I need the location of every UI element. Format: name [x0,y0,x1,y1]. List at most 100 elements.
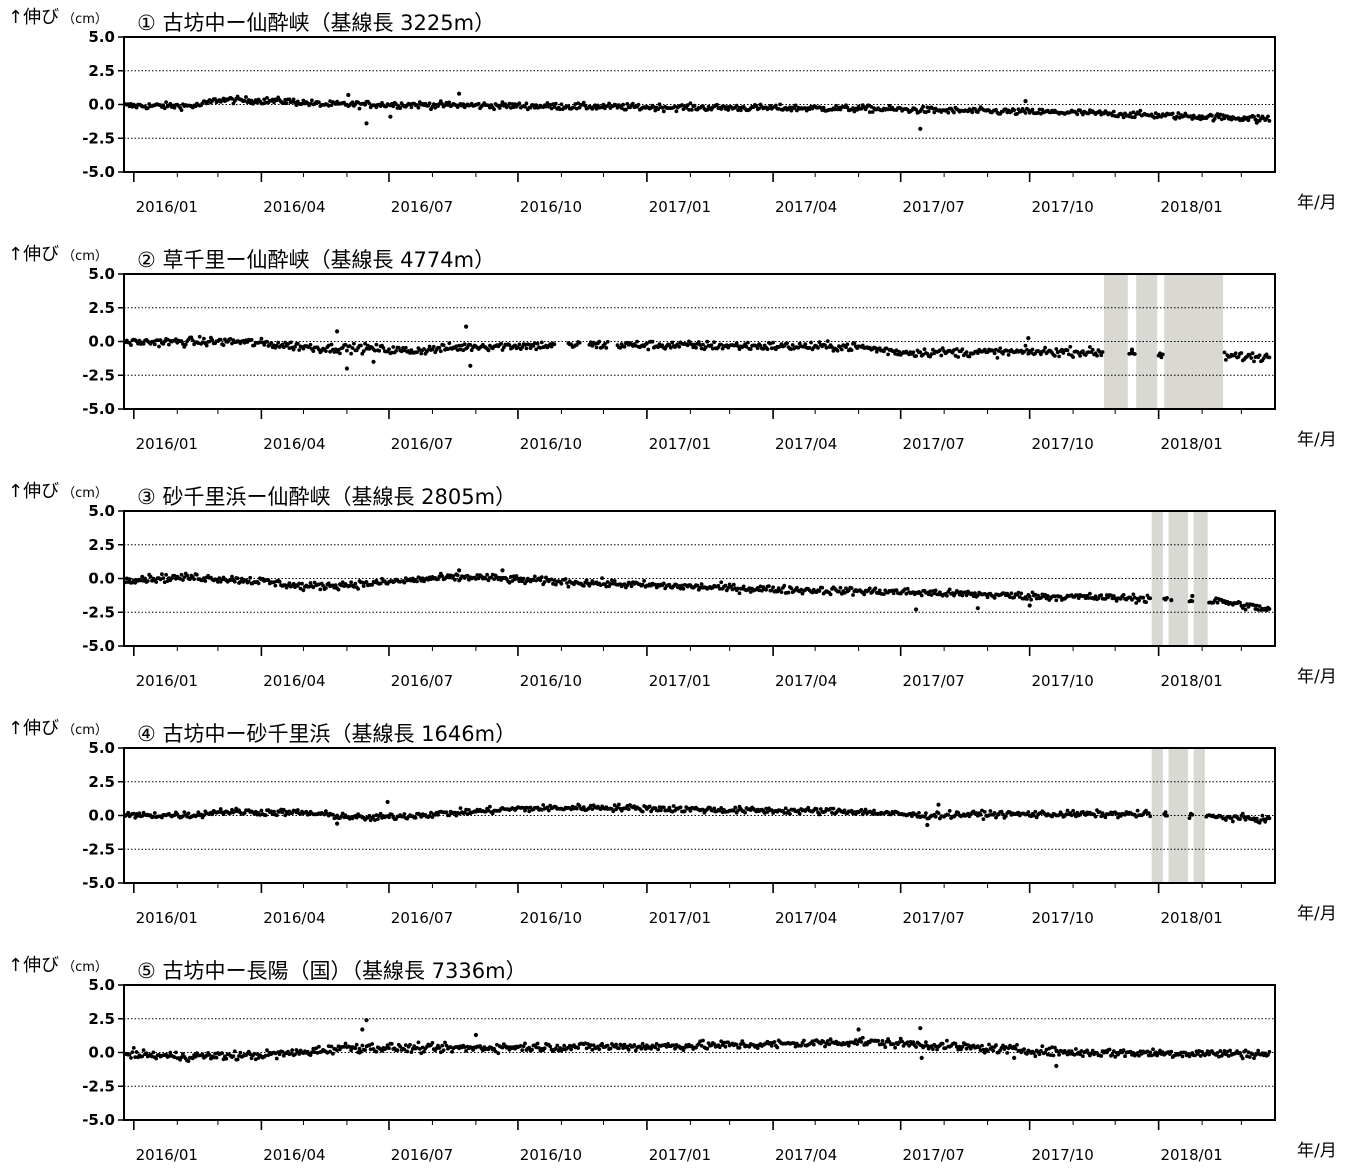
x-tick-label: 2017/04 [775,198,837,216]
data-point [574,343,579,347]
data-point [1005,1051,1010,1055]
data-point [581,805,586,809]
data-point [866,103,871,108]
data-point [992,596,997,600]
data-point [336,587,341,592]
data-point [468,343,473,347]
data-point [280,1049,285,1054]
data-point [419,1051,424,1056]
data-point [413,815,418,820]
data-point [203,579,208,583]
data-point [214,1055,219,1060]
data-point [928,589,932,594]
data-point [444,1043,449,1048]
data-point [416,1040,421,1045]
data-point [999,809,1004,814]
data-point [161,103,166,108]
data-point [880,1039,885,1043]
data-point [311,349,316,353]
data-gap-band [1164,275,1224,408]
data-point [656,107,660,112]
data-point [281,345,286,350]
data-point [653,582,658,587]
data-point [228,811,233,815]
data-point [981,1047,986,1052]
data-point [584,578,589,583]
data-point [430,815,435,819]
data-point [500,568,505,573]
data-point [410,1047,415,1051]
data-point [145,106,150,110]
data-point [626,807,631,812]
data-point [768,1041,773,1045]
data-point [995,356,1000,360]
data-point [701,342,705,347]
data-point [597,1047,602,1052]
data-point [281,101,286,106]
data-point [336,347,341,352]
x-tick-label: 2016/01 [136,1146,198,1164]
data-point [998,346,1003,351]
data-point [1099,1054,1104,1058]
data-point [190,1056,195,1061]
y-axis-label-unit: （cm） [62,249,108,264]
data-point [228,578,233,583]
chart-title: ③ 砂千里浜ー仙酔峡（基線長 2805m） [137,485,516,509]
data-point [1130,115,1134,119]
data-point [1148,596,1153,601]
data-point [475,573,480,577]
data-point [179,572,184,577]
data-point [1267,816,1272,821]
data-point [614,1042,618,1047]
data-point [1081,349,1085,353]
data-points [123,568,1272,613]
x-tick-label: 2016/10 [520,198,582,216]
x-axis-label: 年/月 [1297,904,1337,924]
data-point [1003,814,1008,818]
data-point [1076,596,1081,600]
data-point [782,811,787,815]
data-point [523,104,527,109]
data-point [626,1047,631,1052]
data-point [347,344,352,348]
data-point [349,580,353,585]
data-point [340,580,345,585]
data-point [503,102,508,107]
x-tick-label: 2017/07 [903,672,965,690]
data-point [263,100,268,105]
data-point [910,814,914,818]
chart-panel-2: ② 草千里ー仙酔峡（基線長 4774m） ↑伸び （cm）5.0 2.5 0.0 -2.5… [8,244,1337,453]
data-point [670,340,675,345]
data-point [1022,349,1026,354]
y-tick-label: 0.0 [88,333,115,351]
data-point [249,337,254,342]
data-point [443,1040,447,1045]
x-tick-label: 2017/10 [1031,672,1093,690]
data-point [377,348,382,353]
data-point [1231,819,1235,824]
data-point [1210,113,1214,118]
data-point [1090,1048,1095,1053]
data-point [619,106,624,110]
data-point [783,806,788,811]
data-point [689,342,694,347]
data-point [276,340,281,345]
data-point [281,807,286,812]
data-point [703,345,708,350]
data-point [258,340,262,345]
data-point [800,591,805,596]
data-point [731,582,736,587]
data-point [1135,1051,1140,1055]
data-point [1027,594,1032,599]
data-point [726,1040,731,1045]
data-point [769,1044,774,1048]
data-point [716,583,721,588]
data-point [809,340,813,345]
data-point [1137,112,1141,116]
chart-title: ② 草千里ー仙酔峡（基線長 4774m） [137,248,495,272]
data-point [907,1043,911,1048]
data-point [490,811,495,816]
data-point [295,808,300,812]
data-point [462,342,467,347]
data-point [335,329,340,334]
